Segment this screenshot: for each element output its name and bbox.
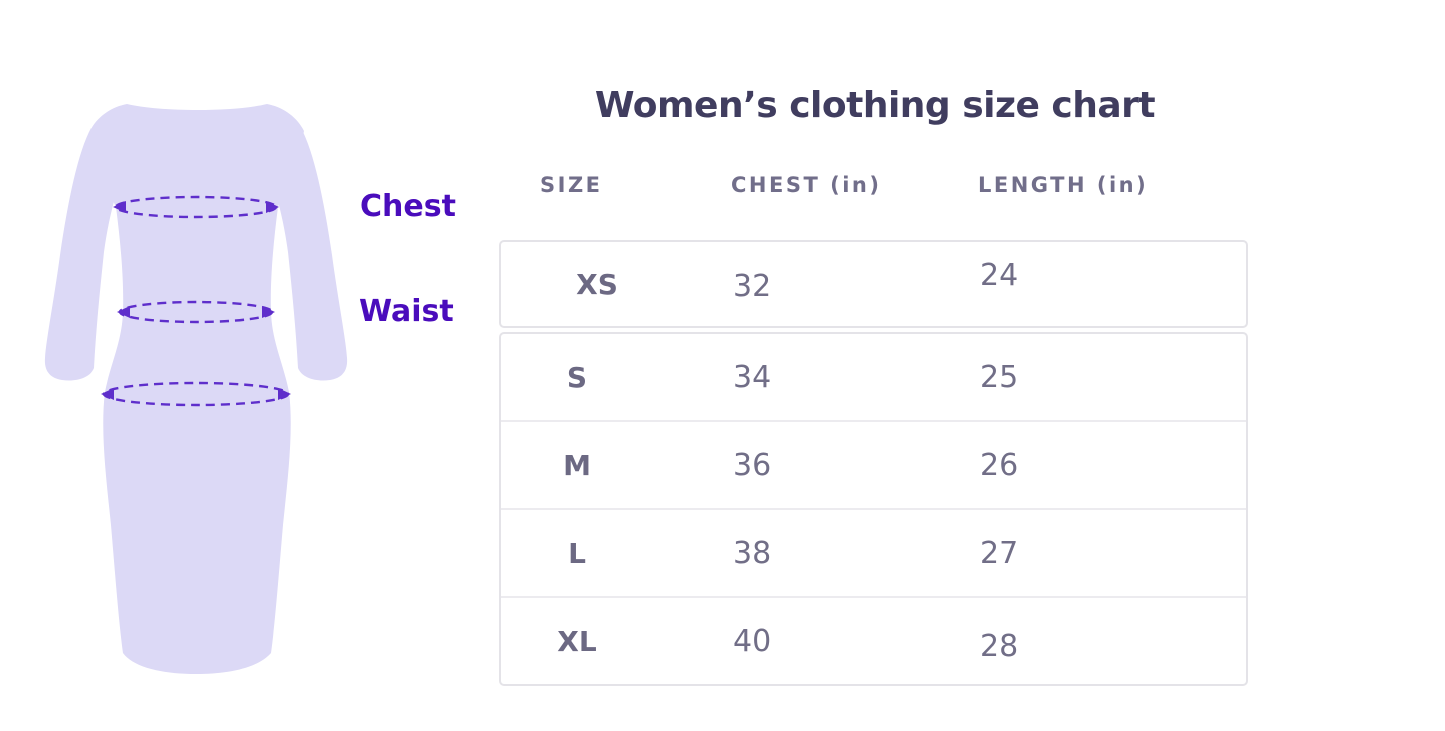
dress-right-sleeve	[277, 128, 348, 381]
dress-left-sleeve	[44, 128, 116, 381]
size-table: SIZE CHEST (in) LENGTH (in) XS 32 24 S 3…	[499, 172, 1248, 686]
table-row: XL 40 28	[501, 598, 1246, 684]
table-row: L 38 27	[501, 510, 1246, 598]
waist-label: Waist	[359, 294, 454, 329]
length-cell: 25	[980, 359, 1019, 395]
chest-cell: 38	[733, 535, 772, 571]
waist-arrow-right	[262, 306, 275, 318]
chest-cell: 34	[733, 359, 772, 395]
chest-cell: 40	[733, 623, 772, 659]
column-header-chest: CHEST (in)	[731, 173, 882, 197]
column-header-length: LENGTH (in)	[978, 173, 1149, 197]
hip-arrow-left	[101, 388, 114, 400]
length-cell: 24	[980, 257, 1019, 293]
size-cell: XL	[557, 624, 597, 658]
table-row: M 36 26	[501, 422, 1246, 510]
waist-arrow-left	[117, 306, 130, 318]
size-cell: XS	[576, 267, 618, 301]
size-cell: S	[566, 360, 588, 394]
chest-arrow-left	[113, 201, 126, 213]
size-cell: M	[563, 448, 591, 482]
chest-cell: 32	[733, 268, 772, 304]
chest-arrow-right	[266, 201, 279, 213]
dress-silhouette	[90, 104, 304, 674]
table-card-rest: S 34 25 M 36 26 L 38 27	[499, 332, 1248, 686]
table-row: S 34 25	[501, 334, 1246, 422]
length-cell: 28	[980, 628, 1019, 664]
chest-cell: 36	[733, 447, 772, 483]
length-cell: 27	[980, 535, 1019, 571]
length-cell: 26	[980, 447, 1019, 483]
chest-label: Chest	[360, 189, 456, 224]
table-row: XS 32 24	[501, 242, 1246, 326]
table-header-row: SIZE CHEST (in) LENGTH (in)	[499, 172, 1248, 198]
table-card-xs: XS 32 24	[499, 240, 1248, 328]
column-header-size: SIZE	[540, 173, 603, 197]
hip-arrow-right	[278, 388, 291, 400]
size-cell: L	[568, 536, 586, 570]
dress-illustration	[44, 104, 348, 674]
page-title: Women’s clothing size chart	[594, 85, 1156, 126]
